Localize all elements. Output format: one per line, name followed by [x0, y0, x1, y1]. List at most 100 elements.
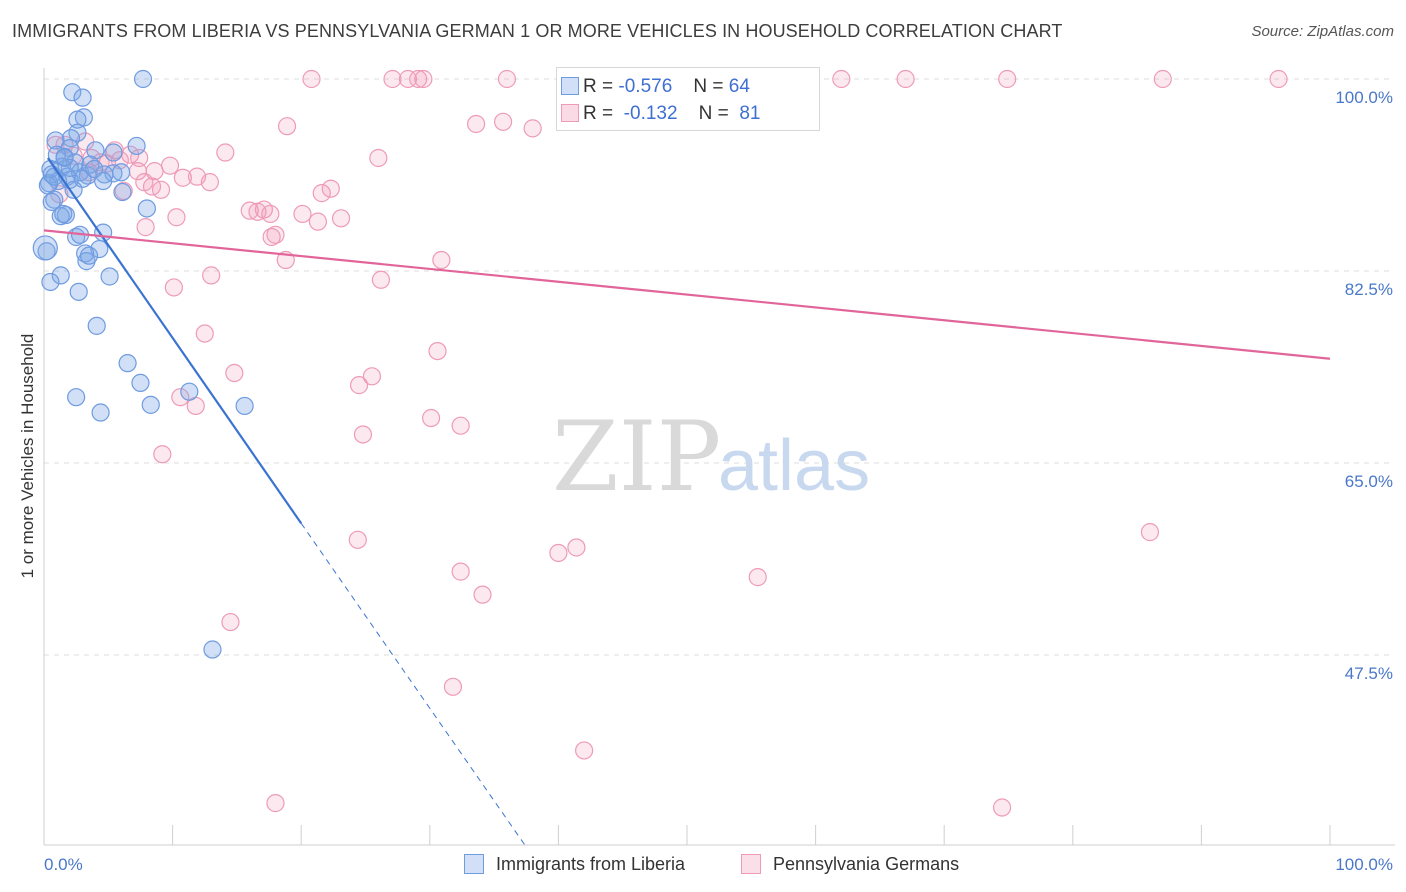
bottom-legend-liberia: Immigrants from Liberia — [464, 852, 685, 876]
liberia-point — [51, 207, 70, 226]
legend-n-value: 64 — [728, 76, 750, 97]
pennsylvania-germans-point — [428, 341, 447, 361]
liberia-point — [203, 640, 222, 659]
pennsylvania-germans-point — [153, 445, 172, 464]
legend-r-value: -0.132 — [618, 103, 678, 124]
legend-n-label: N = — [693, 76, 724, 97]
watermark-zip: ZIP — [552, 401, 721, 513]
pennsylvania-germans-point — [1153, 69, 1172, 89]
pennsylvania-germans-point — [216, 143, 235, 162]
liberia-point — [141, 395, 160, 414]
pennsylvania-germans-point — [114, 181, 133, 201]
liberia-point — [68, 110, 87, 129]
liberia-point — [51, 266, 70, 285]
pennsylvania-germans-point — [308, 212, 328, 231]
bottom-legend-pennsylvania-germans: Pennsylvania Germans — [741, 852, 959, 876]
pennsylvania-germans-point — [277, 117, 297, 136]
liberia-point — [104, 143, 123, 162]
pennsylvania-germans-point — [312, 184, 331, 203]
pennsylvania-germans-point — [371, 270, 391, 289]
liberia-point — [180, 382, 199, 401]
pennsylvania-germans-point — [473, 585, 492, 604]
source-label: Source: ZipAtlas.com — [1251, 23, 1394, 40]
liberia-point — [91, 403, 110, 422]
pennsylvania-germans-point — [523, 119, 542, 138]
liberia-point — [45, 190, 64, 209]
pennsylvania-germans-point — [998, 69, 1017, 89]
liberia-point — [85, 159, 104, 179]
pennsylvania-germans-point — [164, 278, 183, 297]
pennsylvania-germans-point — [567, 538, 586, 557]
pennsylvania-germans-point — [187, 167, 207, 186]
pennsylvania-germans-point — [896, 69, 915, 89]
liberia-point — [46, 131, 65, 150]
legend-swatch-pink — [561, 104, 579, 122]
liberia-point — [79, 246, 99, 265]
y-tick-label: 65.0% — [1345, 472, 1393, 491]
pennsylvania-germans-point — [261, 204, 280, 224]
liberia-point — [94, 171, 113, 191]
bottom-legend-label: Pennsylvania Germans — [773, 853, 960, 874]
pennsylvania-germans-point — [266, 225, 285, 244]
liberia-point — [64, 180, 83, 199]
pennsylvania-germans-point — [362, 367, 382, 386]
pennsylvania-germans-point — [151, 180, 171, 199]
pennsylvania-germans-point — [221, 612, 240, 632]
pennsylvania-germans-point — [167, 208, 186, 227]
pennsylvania-germans-point — [331, 209, 351, 228]
series-liberia-points — [32, 69, 254, 659]
liberia-point — [54, 204, 73, 224]
legend-r-label: R = — [583, 76, 614, 97]
liberia-point — [133, 69, 153, 89]
pennsylvania-germans-point — [349, 376, 369, 395]
liberia-point — [100, 267, 119, 286]
liberia-point — [63, 83, 82, 102]
legend-n-label: N = — [698, 103, 729, 124]
pennsylvania-germans-point — [369, 148, 388, 168]
pennsylvania-germans-point — [225, 363, 244, 383]
liberia-point — [118, 354, 137, 373]
pennsylvania-germans-point — [575, 741, 594, 760]
legend-n-value: 81 — [739, 103, 761, 124]
chart-title: IMMIGRANTS FROM LIBERIA VS PENNSYLVANIA … — [12, 21, 1063, 41]
liberia-point — [113, 182, 132, 202]
axes — [43, 68, 1395, 846]
pennsylvania-germans-point — [832, 69, 851, 89]
series-pennsylvania-germans-points — [46, 69, 1288, 817]
pennsylvania-germans-point — [549, 543, 568, 563]
pennsylvania-germans-point — [466, 114, 486, 134]
pennsylvania-germans-point — [494, 112, 513, 131]
pennsylvania-germans-point — [348, 530, 367, 549]
liberia-trend-line — [46, 157, 303, 524]
pennsylvania-germans-point — [171, 388, 190, 407]
pennsylvania-germans-point — [443, 677, 463, 696]
pennsylvania-germans-point — [421, 408, 441, 428]
pennsylvania-germans-point — [46, 135, 65, 154]
pennsylvania-germans-point — [497, 69, 517, 89]
liberia-point — [86, 141, 105, 160]
liberia-point — [32, 235, 58, 261]
pennsylvania-germans-point — [293, 204, 312, 224]
x-tick-label: 100.0% — [1335, 855, 1393, 874]
pennsylvania-germans-point — [202, 266, 221, 285]
pennsylvania-germans-point — [135, 173, 154, 192]
pennsylvania-germans-point — [302, 69, 321, 89]
pennsylvania-germans-point — [136, 218, 155, 237]
pennsylvania-germans-point — [173, 168, 192, 187]
pennsylvania-germans-point — [128, 162, 147, 181]
liberia-point — [137, 199, 156, 218]
liberia-point — [112, 163, 131, 182]
pennsylvania-germans-point — [748, 568, 767, 587]
pennsylvania-germans-point — [195, 324, 214, 343]
legend-swatch-blue — [561, 77, 579, 95]
grid-lines — [44, 78, 1390, 656]
pennsylvania-germans-point — [432, 250, 451, 270]
y-tick-label: 82.5% — [1345, 280, 1393, 299]
legend-r-value: -0.576 — [618, 76, 673, 97]
pennsylvania-germans-point — [414, 69, 433, 89]
liberia-point — [131, 373, 150, 393]
tick-labels: 100.0% 82.5% 65.0% 47.5% 0.0% 100.0% — [44, 88, 1393, 874]
liberia-point — [235, 396, 254, 416]
legend-r-label: R = — [583, 103, 614, 124]
